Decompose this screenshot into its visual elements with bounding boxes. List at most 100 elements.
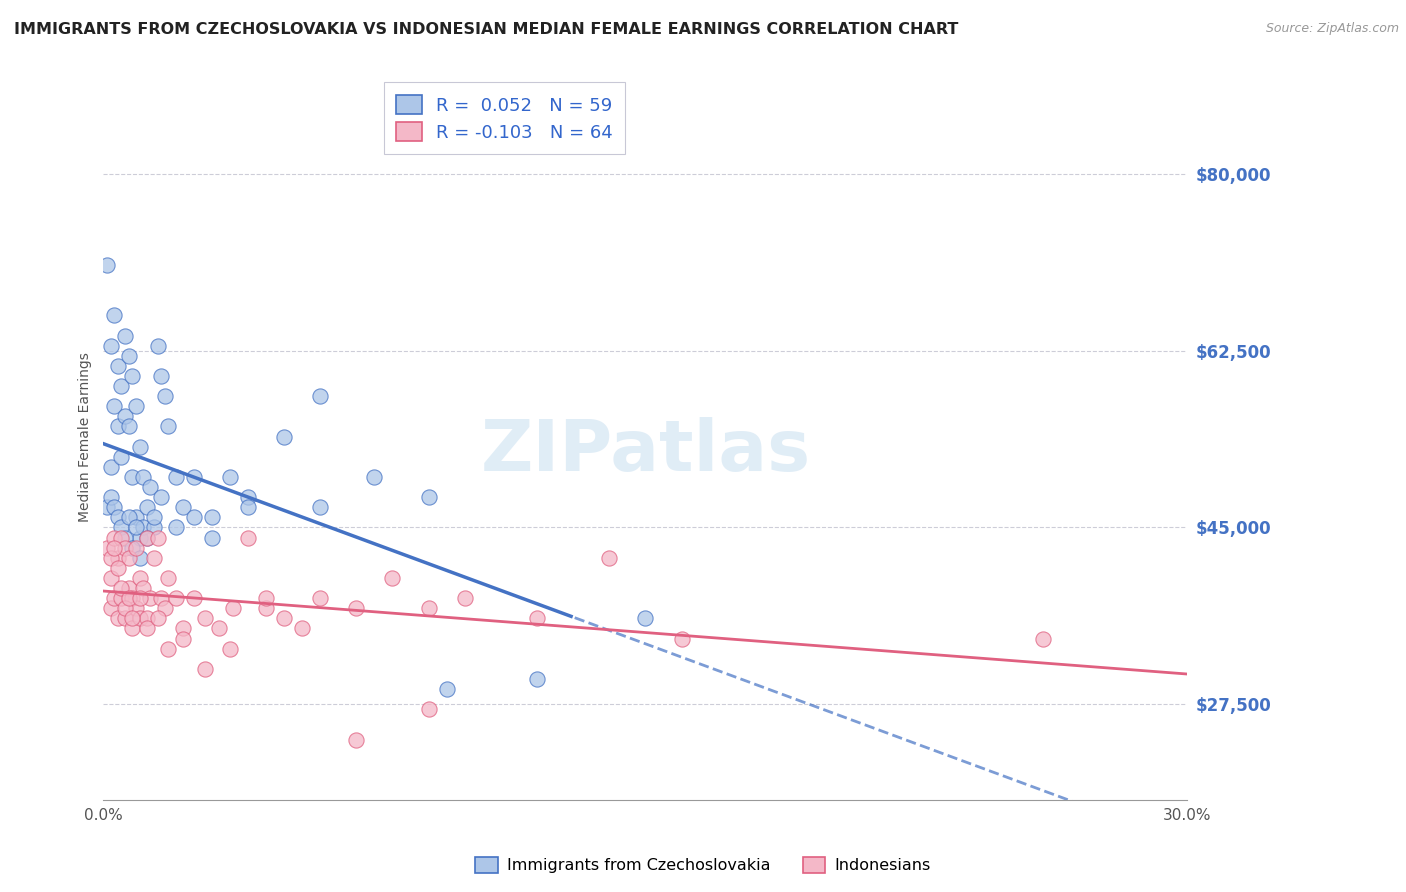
Point [135, 531, 157, 545]
Point [128, 440, 150, 454]
Point [309, 500, 332, 515]
Legend: Immigrants from Czechoslovakia, Indonesians: Immigrants from Czechoslovakia, Indonesi… [468, 850, 938, 880]
Point [236, 500, 259, 515]
Point [100, 571, 122, 585]
Point [150, 591, 173, 606]
Point [107, 611, 129, 625]
Point [143, 520, 166, 534]
Point [309, 591, 332, 606]
Point [157, 641, 180, 656]
Point [153, 601, 176, 615]
Point [100, 339, 122, 353]
Point [526, 611, 548, 625]
Point [273, 429, 295, 443]
Text: ZIPatlas: ZIPatlas [481, 417, 810, 485]
Point [454, 591, 477, 606]
Point [143, 550, 166, 565]
Point [128, 531, 150, 545]
Point [183, 470, 205, 484]
Point [146, 531, 169, 545]
Point [125, 399, 148, 413]
Point [172, 500, 194, 515]
Point [107, 550, 129, 565]
Point [125, 541, 148, 555]
Point [121, 622, 143, 636]
Point [236, 531, 259, 545]
Point [96, 258, 118, 272]
Point [671, 632, 693, 646]
Point [236, 490, 259, 504]
Point [110, 450, 132, 464]
Point [598, 550, 620, 565]
Point [114, 328, 136, 343]
Point [172, 622, 194, 636]
Point [100, 550, 122, 565]
Point [135, 611, 157, 625]
Point [128, 550, 150, 565]
Point [418, 601, 440, 615]
Point [125, 520, 148, 534]
Point [118, 550, 141, 565]
Point [165, 470, 187, 484]
Point [110, 520, 132, 534]
Point [165, 591, 187, 606]
Point [254, 601, 277, 615]
Point [121, 541, 143, 555]
Point [128, 611, 150, 625]
Point [344, 601, 367, 615]
Point [135, 531, 157, 545]
Point [634, 611, 657, 625]
Point [146, 611, 169, 625]
Point [139, 591, 162, 606]
Text: Source: ZipAtlas.com: Source: ZipAtlas.com [1265, 22, 1399, 36]
Point [121, 591, 143, 606]
Legend: R =  0.052   N = 59, R = -0.103   N = 64: R = 0.052 N = 59, R = -0.103 N = 64 [384, 82, 626, 154]
Point [143, 510, 166, 524]
Point [114, 611, 136, 625]
Point [135, 622, 157, 636]
Point [146, 339, 169, 353]
Point [418, 490, 440, 504]
Point [107, 510, 129, 524]
Point [273, 611, 295, 625]
Point [183, 591, 205, 606]
Point [103, 399, 125, 413]
Point [118, 591, 141, 606]
Point [103, 591, 125, 606]
Point [436, 681, 458, 696]
Point [103, 531, 125, 545]
Point [118, 349, 141, 363]
Point [121, 368, 143, 383]
Point [193, 662, 215, 676]
Point [183, 510, 205, 524]
Point [132, 470, 155, 484]
Point [135, 500, 157, 515]
Point [309, 389, 332, 403]
Point [201, 531, 224, 545]
Point [193, 611, 215, 625]
Point [118, 510, 141, 524]
Point [118, 581, 141, 595]
Point [118, 419, 141, 434]
Point [150, 490, 173, 504]
Point [132, 581, 155, 595]
Point [208, 622, 231, 636]
Point [103, 541, 125, 555]
Point [96, 500, 118, 515]
Point [218, 641, 240, 656]
Point [100, 601, 122, 615]
Point [153, 389, 176, 403]
Point [201, 510, 224, 524]
Point [103, 500, 125, 515]
Point [1032, 632, 1054, 646]
Point [114, 531, 136, 545]
Point [107, 419, 129, 434]
Point [363, 470, 385, 484]
Point [381, 571, 404, 585]
Point [128, 591, 150, 606]
Point [150, 368, 173, 383]
Point [344, 732, 367, 747]
Point [132, 520, 155, 534]
Point [218, 470, 240, 484]
Point [526, 672, 548, 686]
